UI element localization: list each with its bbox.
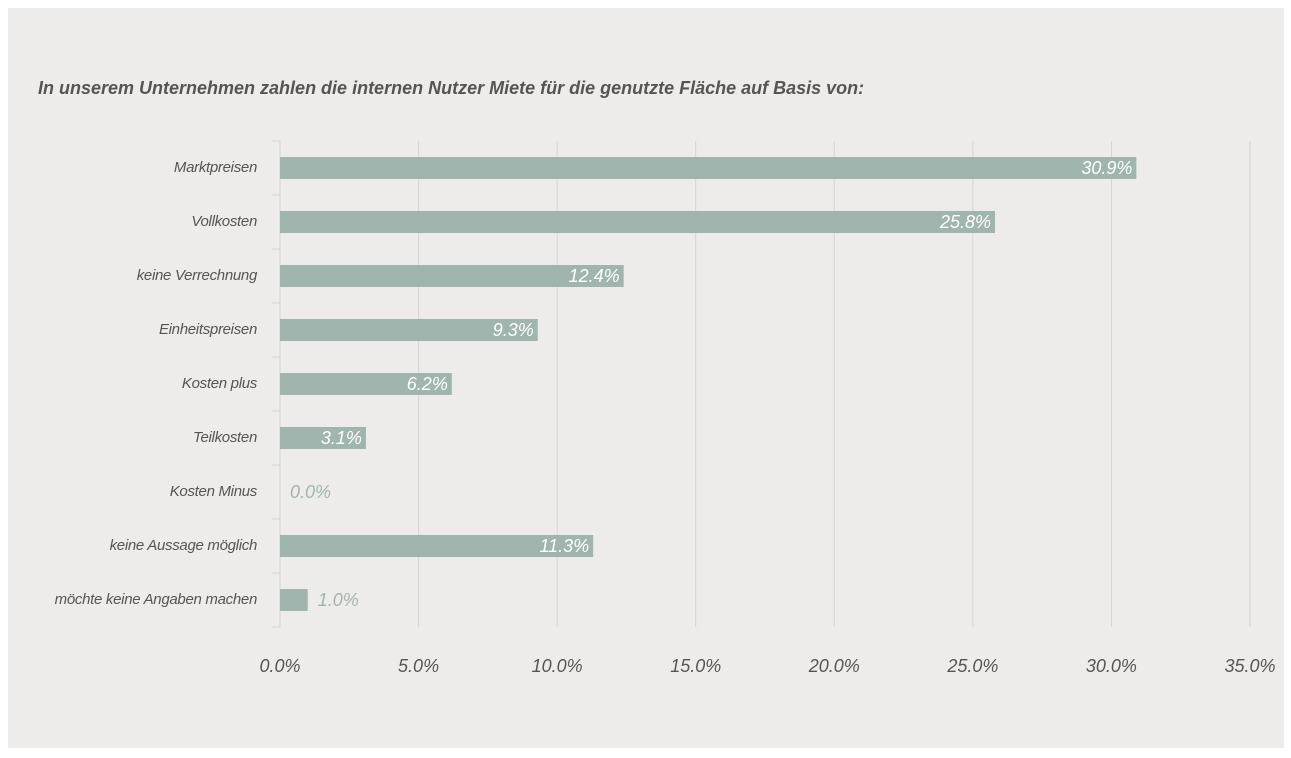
bar bbox=[280, 427, 366, 449]
y-tick-label: Teilkosten bbox=[193, 429, 257, 446]
value-label: 11.3% bbox=[539, 536, 589, 556]
x-tick-label: 5.0% bbox=[398, 656, 439, 676]
x-tick-label: 20.0% bbox=[808, 656, 860, 676]
x-tick-label: 25.0% bbox=[946, 656, 998, 676]
bar bbox=[280, 211, 996, 233]
x-tick-label: 15.0% bbox=[670, 656, 721, 676]
y-tick-label: Einheitspreisen bbox=[159, 321, 257, 338]
value-label: 6.2% bbox=[407, 374, 448, 394]
x-tick-label: 30.0% bbox=[1086, 656, 1137, 676]
value-label: 30.9% bbox=[1081, 158, 1132, 178]
x-tick-label: 35.0% bbox=[1224, 656, 1275, 676]
y-tick-label: keine Aussage möglich bbox=[110, 537, 257, 554]
value-label: 12.4% bbox=[569, 266, 620, 286]
bar bbox=[280, 373, 452, 395]
bar bbox=[280, 535, 594, 557]
y-tick-label: Vollkosten bbox=[191, 213, 257, 230]
y-tick-label: Marktpreisen bbox=[174, 159, 257, 176]
x-tick-label: 0.0% bbox=[259, 656, 300, 676]
value-label: 3.1% bbox=[321, 428, 362, 448]
bar bbox=[280, 265, 624, 287]
panel bbox=[8, 8, 1284, 748]
x-tick-label: 10.0% bbox=[532, 656, 583, 676]
bar bbox=[280, 319, 538, 341]
y-tick-label: Kosten Minus bbox=[170, 483, 258, 500]
value-label: 0.0% bbox=[290, 482, 331, 502]
y-tick-label: Kosten plus bbox=[182, 375, 258, 392]
value-label: 1.0% bbox=[318, 590, 359, 610]
chart-title: In unserem Unternehmen zahlen die intern… bbox=[38, 78, 864, 98]
bar bbox=[280, 589, 308, 611]
value-label: 9.3% bbox=[493, 320, 534, 340]
value-label: 25.8% bbox=[939, 212, 991, 232]
y-tick-label: keine Verrechnung bbox=[137, 267, 258, 284]
bar bbox=[280, 157, 1137, 179]
y-tick-label: möchte keine Angaben machen bbox=[55, 591, 257, 608]
